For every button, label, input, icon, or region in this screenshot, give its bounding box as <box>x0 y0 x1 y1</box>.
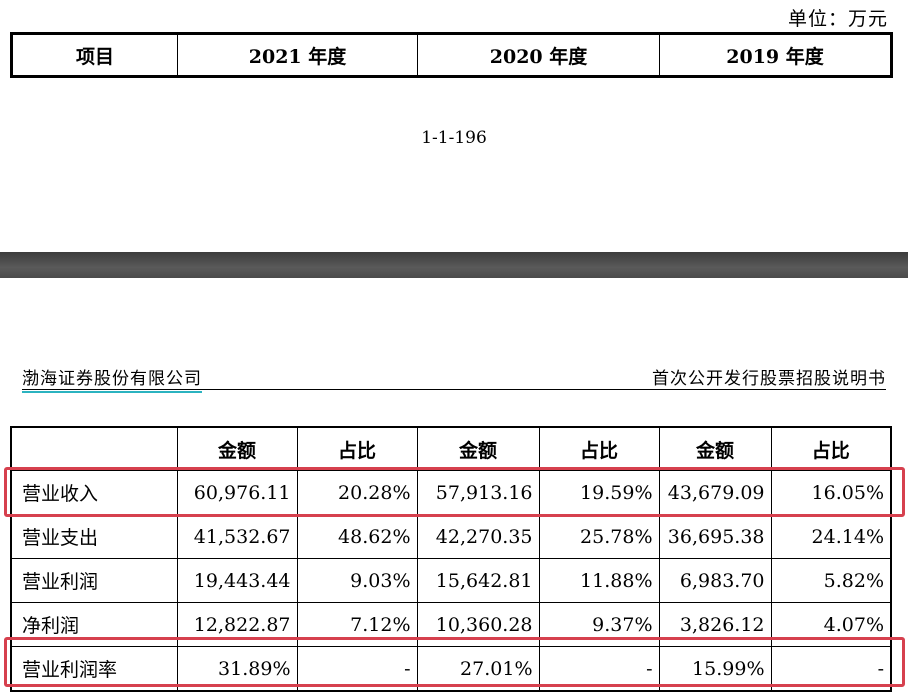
page-number: 1-1-196 <box>421 128 487 148</box>
header-amount: 金额 <box>658 426 772 471</box>
table-row: 营业收入 60,976.11 20.28% 57,913.16 19.59% 4… <box>10 470 892 515</box>
header-amount: 金额 <box>176 426 298 471</box>
row-label: 净利润 <box>10 602 178 647</box>
table-row: 营业利润 19,443.44 9.03% 15,642.81 11.88% 6,… <box>10 558 892 603</box>
cell-value: 5.82% <box>770 558 892 603</box>
row-label: 营业利润 <box>10 558 178 603</box>
company-name: 渤海证券股份有限公司 <box>22 364 202 393</box>
cell-value: 36,695.38 <box>658 514 772 559</box>
top-header-2021: 2021 年度 <box>177 33 418 77</box>
table-header-row: 金额 占比 金额 占比 金额 占比 <box>10 426 892 471</box>
header-rule <box>22 389 886 390</box>
cell-value: 57,913.16 <box>416 470 540 515</box>
header-ratio: 占比 <box>296 426 418 471</box>
financial-table: 金额 占比 金额 占比 金额 占比 营业收入 60,976.11 20.28% … <box>10 426 892 692</box>
row-label: 营业支出 <box>10 514 178 559</box>
cell-value: 9.37% <box>538 602 660 647</box>
cell-value: - <box>538 646 660 692</box>
page-divider <box>0 252 908 278</box>
cell-value: 42,270.35 <box>416 514 540 559</box>
top-table: 项目 2021 年度 2020 年度 2019 年度 <box>10 32 893 78</box>
table-row: 营业支出 41,532.67 48.62% 42,270.35 25.78% 3… <box>10 514 892 559</box>
cell-value: 24.14% <box>770 514 892 559</box>
cell-value: 19,443.44 <box>176 558 298 603</box>
cell-value: 60,976.11 <box>176 470 298 515</box>
top-header-2019: 2019 年度 <box>659 33 892 77</box>
cell-value: - <box>296 646 418 692</box>
top-header-item: 项目 <box>11 33 178 77</box>
header-ratio: 占比 <box>770 426 892 471</box>
cell-value: 15,642.81 <box>416 558 540 603</box>
cell-value: 3,826.12 <box>658 602 772 647</box>
document-title: 首次公开发行股票招股说明书 <box>652 369 886 389</box>
top-table-header-row: 项目 2021 年度 2020 年度 2019 年度 <box>11 33 892 77</box>
cell-value: 27.01% <box>416 646 540 692</box>
cell-value: 10,360.28 <box>416 602 540 647</box>
row-label: 营业收入 <box>10 470 178 515</box>
cell-value: - <box>770 646 892 692</box>
cell-value: 4.07% <box>770 602 892 647</box>
cell-value: 43,679.09 <box>658 470 772 515</box>
cell-value: 11.88% <box>538 558 660 603</box>
cell-value: 25.78% <box>538 514 660 559</box>
cell-value: 6,983.70 <box>658 558 772 603</box>
cell-value: 9.03% <box>296 558 418 603</box>
cell-value: 48.62% <box>296 514 418 559</box>
cell-value: 12,822.87 <box>176 602 298 647</box>
cell-value: 15.99% <box>658 646 772 692</box>
unit-label: 单位：万元 <box>787 8 888 30</box>
table-row: 营业利润率 31.89% - 27.01% - 15.99% - <box>10 646 892 692</box>
header-ratio: 占比 <box>538 426 660 471</box>
top-header-2020: 2020 年度 <box>417 33 660 77</box>
cell-value: 20.28% <box>296 470 418 515</box>
cell-value: 31.89% <box>176 646 298 692</box>
row-label: 营业利润率 <box>10 646 178 692</box>
header-empty <box>10 426 178 471</box>
cell-value: 19.59% <box>538 470 660 515</box>
cell-value: 7.12% <box>296 602 418 647</box>
cell-value: 16.05% <box>770 470 892 515</box>
cell-value: 41,532.67 <box>176 514 298 559</box>
header-amount: 金额 <box>416 426 540 471</box>
table-row: 净利润 12,822.87 7.12% 10,360.28 9.37% 3,82… <box>10 602 892 647</box>
